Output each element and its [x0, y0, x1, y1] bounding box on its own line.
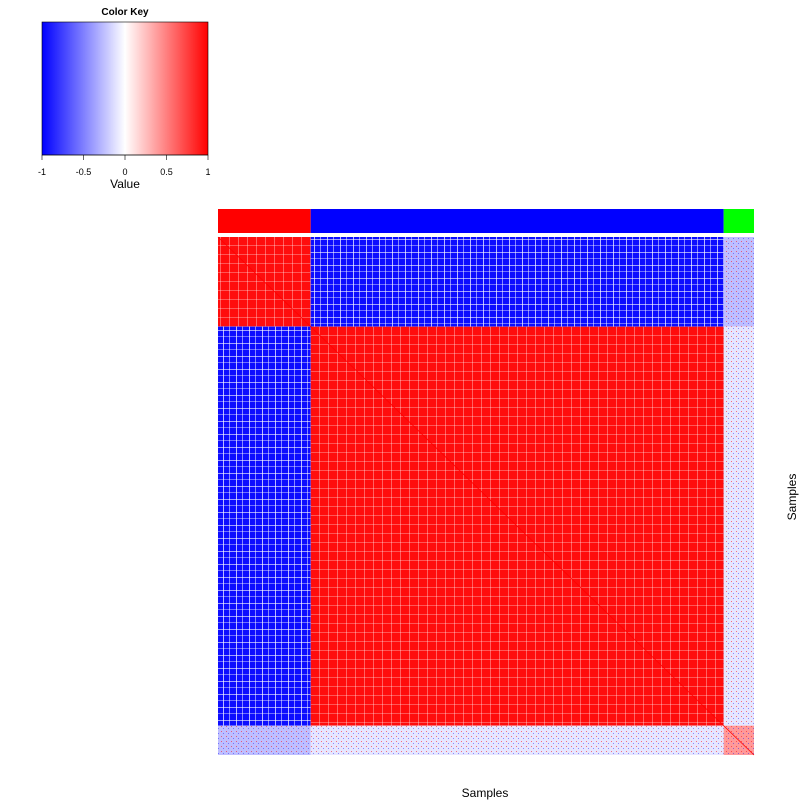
color-key: Color Key -1 -0.5 0 0.5 1 Value [38, 7, 211, 191]
y-axis-label: Samples [785, 474, 799, 521]
heatmap-block-texture [310, 725, 724, 755]
color-key-gradient [41, 21, 209, 156]
color-key-axis: -1 -0.5 0 0.5 1 [38, 154, 211, 177]
group-color-bar [218, 209, 754, 233]
group-bar-group-1 [218, 209, 311, 233]
color-key-label: Value [110, 177, 140, 191]
color-key-tick-label: 1 [205, 167, 210, 177]
color-key-title: Color Key [101, 7, 149, 18]
x-axis-label: Samples [462, 786, 509, 800]
group-bar-group-3 [723, 209, 754, 233]
color-key-tick-label: 0 [122, 167, 127, 177]
color-key-tick-label: 0.5 [160, 167, 173, 177]
color-key-tick-label: -1 [38, 167, 46, 177]
heatmap [217, 236, 755, 756]
color-key-tick-label: -0.5 [76, 167, 92, 177]
heatmap-block-texture [310, 237, 724, 327]
group-bar-group-2 [310, 209, 724, 233]
heatmap-block-texture [218, 326, 311, 726]
heatmap-block-texture [218, 725, 311, 755]
heatmap-block-texture [723, 326, 754, 726]
heatmap-block-texture [723, 237, 754, 327]
heatmap-diagonal [217, 236, 755, 756]
